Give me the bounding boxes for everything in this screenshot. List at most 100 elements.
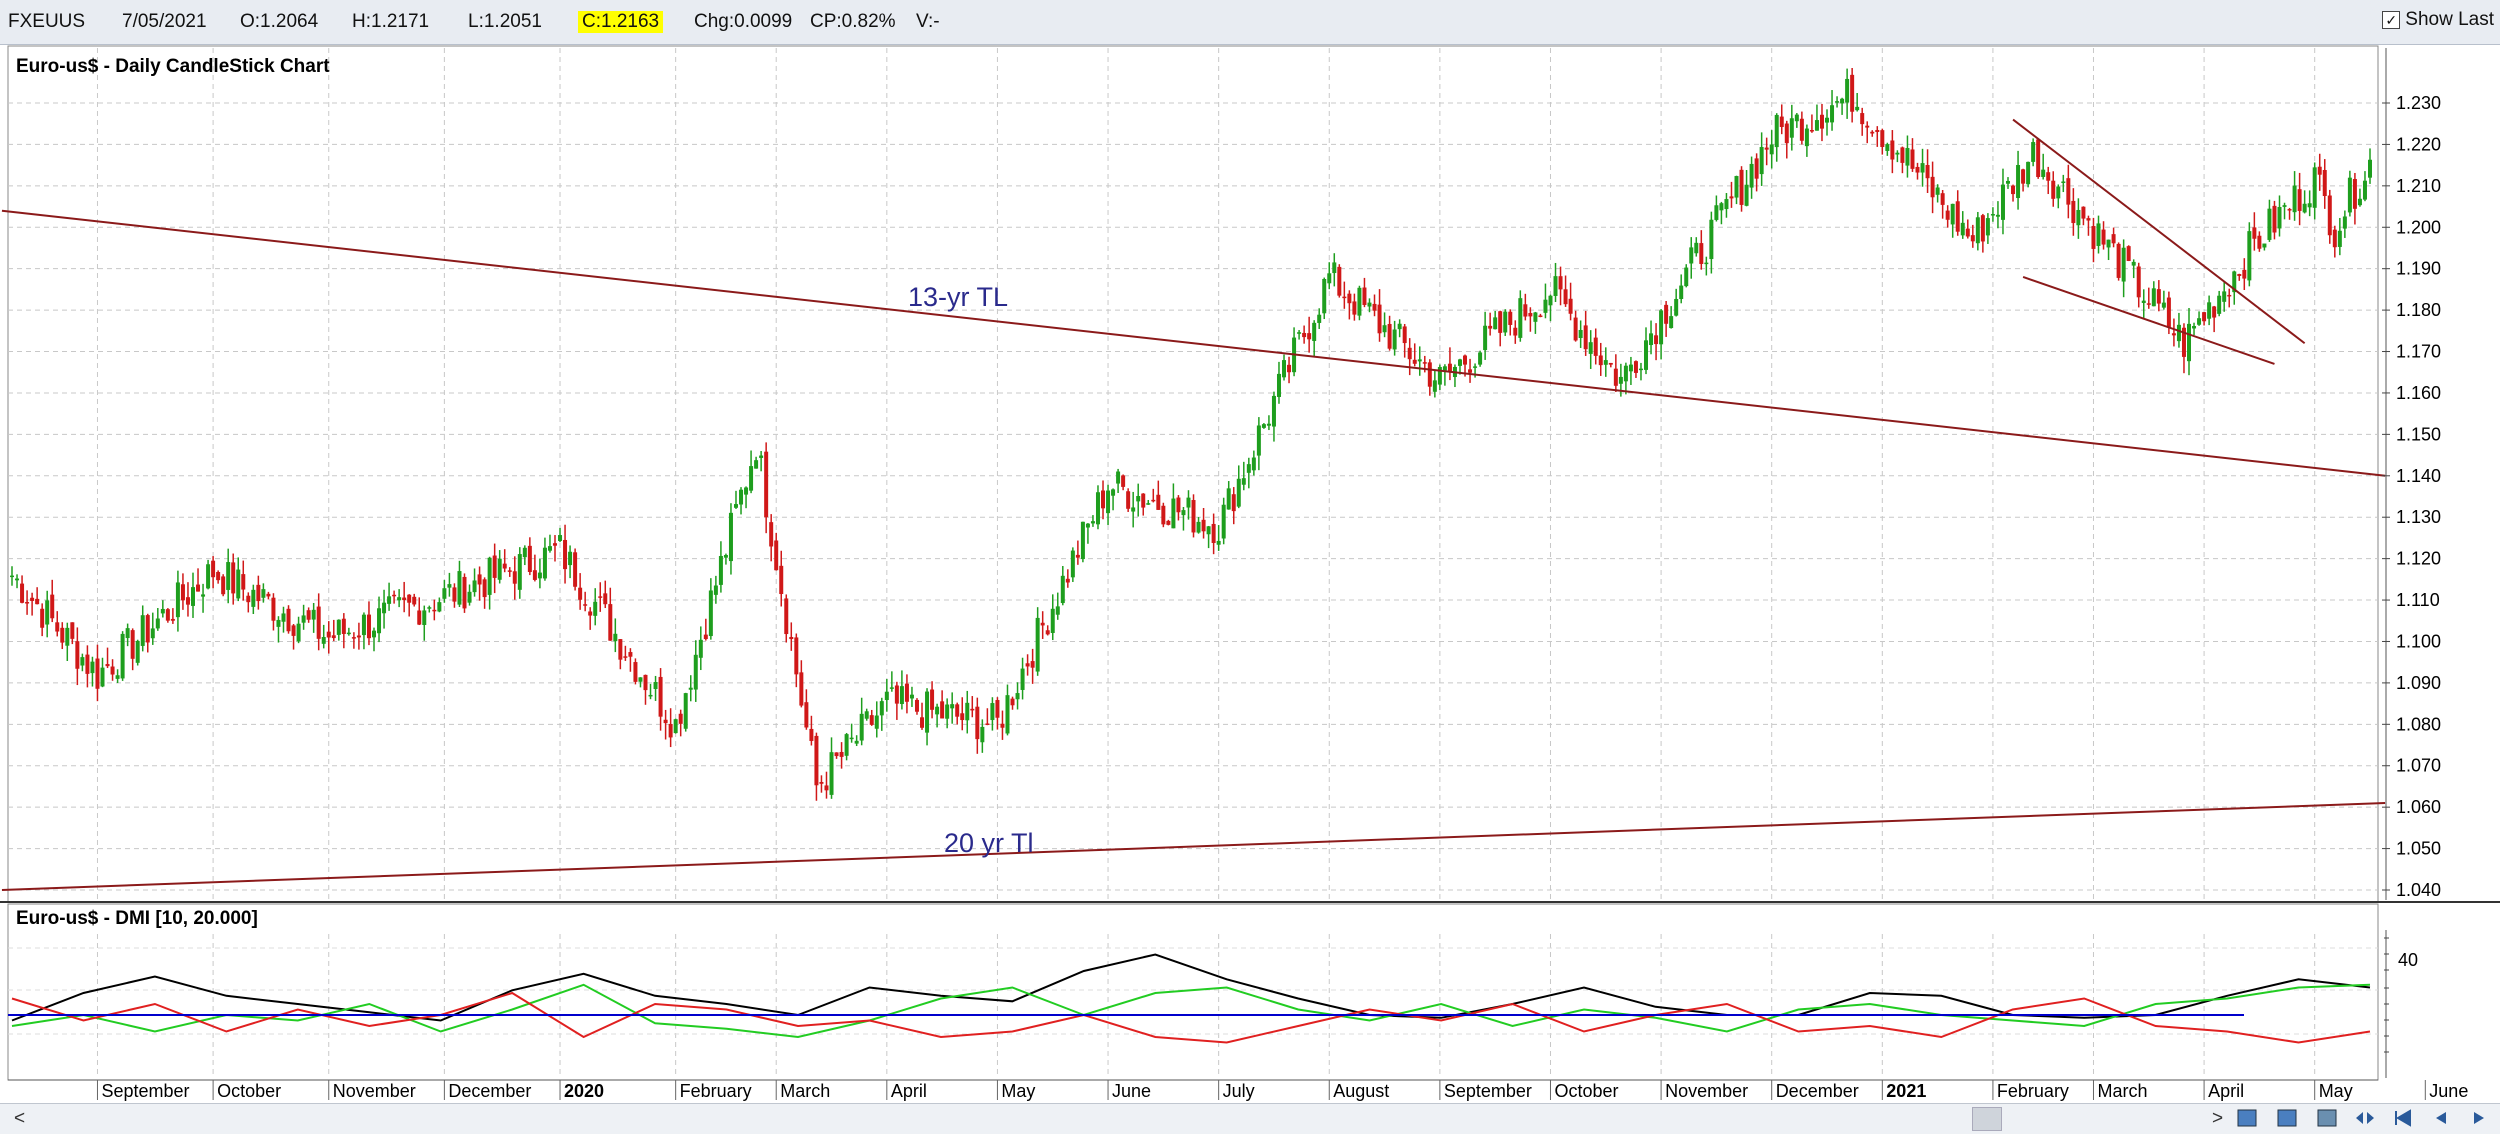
- step-forward-icon[interactable]: [2468, 1108, 2490, 1128]
- candle-body: [241, 574, 246, 590]
- candle-body: [683, 693, 688, 729]
- candle-body: [593, 601, 598, 616]
- candle-body: [2357, 198, 2362, 206]
- candle-body: [2036, 139, 2041, 178]
- candle-body: [2297, 189, 2302, 211]
- candle-body: [1960, 222, 1965, 236]
- scroll-right-icon[interactable]: >: [2212, 1108, 2224, 1129]
- date-tick-label: November: [1665, 1081, 1748, 1101]
- candle-body: [1749, 163, 1754, 188]
- candle-body: [1156, 494, 1161, 510]
- candle-body: [1995, 214, 2000, 217]
- candle-body: [980, 726, 985, 743]
- candle-body: [1950, 203, 1955, 225]
- candle-body: [608, 604, 613, 641]
- candle-body: [2156, 289, 2161, 304]
- candle-body: [1060, 575, 1065, 604]
- candle-body: [1935, 187, 1940, 195]
- step-back-icon[interactable]: [2430, 1108, 2452, 1128]
- show-last-label: Show Last: [2405, 9, 2494, 30]
- candle-body: [1628, 364, 1633, 372]
- candle-body: [1578, 329, 1583, 338]
- trendline[interactable]: [1, 802, 2386, 891]
- candle-body: [30, 597, 35, 601]
- candle-body: [1206, 526, 1211, 535]
- trendline[interactable]: [2022, 276, 2275, 365]
- candle-body: [472, 580, 477, 593]
- scroll-left-icon[interactable]: <: [14, 1108, 26, 1129]
- candle-body: [231, 562, 236, 594]
- candle-body: [1744, 184, 1749, 206]
- candle-body: [1322, 278, 1327, 314]
- candle-body: [2202, 312, 2207, 322]
- candle-body: [1724, 199, 1729, 210]
- candle-body: [603, 593, 608, 605]
- candle-body: [673, 719, 678, 734]
- candle-body: [1900, 147, 1905, 163]
- candle-body: [2237, 274, 2242, 276]
- candle-body: [1131, 507, 1136, 512]
- zoom-out-icon[interactable]: [2276, 1108, 2298, 1128]
- price-tick-label: 1.040: [2396, 880, 2441, 900]
- jump-start-icon[interactable]: [2392, 1108, 2414, 1128]
- candle-body: [1347, 293, 1352, 304]
- candle-body: [1251, 457, 1256, 471]
- candle-body: [2317, 166, 2322, 175]
- candle-body: [909, 694, 914, 699]
- price-tick-label: 1.090: [2396, 673, 2441, 693]
- candle-body: [1246, 464, 1251, 473]
- candle-body: [316, 606, 321, 639]
- candle-body: [1704, 262, 1709, 265]
- date-tick-label: April: [2208, 1081, 2244, 1101]
- candle-body: [1357, 287, 1362, 316]
- candle-body: [462, 576, 467, 609]
- candle-body: [864, 711, 869, 719]
- candle-body: [744, 487, 749, 495]
- candle-body: [397, 597, 402, 601]
- candle-body: [1417, 359, 1422, 362]
- date-axis: September October November December 2020 Febr…: [96, 1080, 2468, 1101]
- candle-body: [1392, 329, 1397, 350]
- candle-body: [1387, 323, 1392, 349]
- candle-body: [1990, 214, 1995, 216]
- candle-body: [884, 691, 889, 701]
- date-tick-label: August: [1333, 1081, 1389, 1101]
- candle-body: [155, 618, 160, 629]
- bottom-scrollbar[interactable]: < >: [0, 1103, 2500, 1134]
- candle-body: [713, 585, 718, 595]
- checkbox-icon[interactable]: ✓: [2382, 11, 2401, 29]
- zoom-in-icon[interactable]: [2236, 1108, 2258, 1128]
- candle-body: [50, 594, 55, 619]
- candle-body: [638, 677, 643, 682]
- candle-body: [537, 572, 542, 579]
- candle-body: [105, 664, 110, 667]
- zoom-reset-icon[interactable]: [2316, 1108, 2338, 1128]
- trendline[interactable]: [2012, 118, 2306, 345]
- candle-body: [266, 593, 271, 597]
- candle-body: [1176, 497, 1181, 513]
- candle-body: [467, 591, 472, 603]
- candle-body: [1563, 289, 1568, 305]
- candle-body: [552, 543, 557, 546]
- candle-body: [2247, 231, 2252, 281]
- candle-body: [739, 489, 744, 505]
- trendline[interactable]: [1, 209, 2386, 477]
- candle-body: [1880, 130, 1885, 148]
- date-tick-label: April: [891, 1081, 927, 1101]
- date-tick-label: December: [1776, 1081, 1859, 1101]
- candle-body: [925, 691, 930, 733]
- candle-body: [1885, 144, 1890, 151]
- candle-body: [784, 598, 789, 635]
- scroll-thumb[interactable]: [1972, 1107, 2002, 1131]
- show-last-toggle[interactable]: ✓ Show Last: [2382, 9, 2494, 31]
- trendline-label: 13-yr TL: [908, 282, 1008, 312]
- dmi-plot-frame: [7, 903, 2379, 1081]
- price-tick-label: 1.050: [2396, 839, 2441, 859]
- candle-body: [1855, 106, 1860, 111]
- scroll-both-icon[interactable]: [2354, 1108, 2376, 1128]
- open-value: O:1.2064: [240, 11, 319, 32]
- candle-body: [1598, 355, 1603, 366]
- candle-body: [15, 578, 20, 581]
- candle-body: [1221, 504, 1226, 539]
